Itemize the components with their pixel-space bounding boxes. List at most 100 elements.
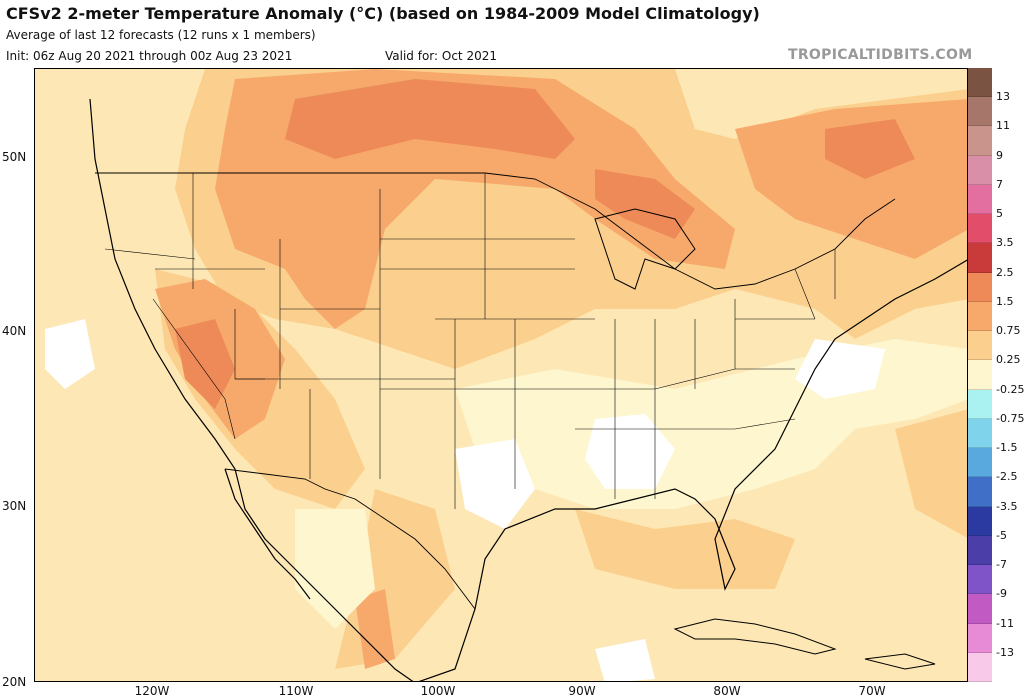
legend-label: 2.5 xyxy=(996,265,1014,279)
legend-color xyxy=(968,360,992,390)
anomaly-region-max xyxy=(825,119,915,179)
anomaly-region-neutral xyxy=(45,319,95,389)
anomaly-region-neutral xyxy=(585,414,675,489)
legend-label: -2.5 xyxy=(996,470,1018,484)
legend-swatch xyxy=(968,389,1024,419)
anomaly-region-mild xyxy=(295,509,375,629)
lon-label-100w: 100W xyxy=(420,684,456,698)
map-subtitle: Average of last 12 forecasts (12 runs x … xyxy=(6,28,316,42)
coastline xyxy=(224,468,311,600)
legend-swatch xyxy=(968,506,1024,536)
legend-swatch xyxy=(968,184,1024,215)
anomaly-region-neutral xyxy=(795,339,885,399)
legend-label: 7 xyxy=(996,177,1003,191)
legend-swatch xyxy=(968,360,1024,390)
legend-label: 13 xyxy=(996,90,1010,104)
anomaly-region-warm xyxy=(895,409,967,538)
legend-color xyxy=(968,155,992,185)
legend-label: -13 xyxy=(996,645,1014,659)
legend-color xyxy=(968,272,992,302)
legend-swatch xyxy=(968,652,1024,682)
legend-swatch xyxy=(968,126,1024,156)
cuba-outline xyxy=(673,618,837,655)
legend-label: 3.5 xyxy=(996,236,1014,250)
legend-label: -7 xyxy=(996,558,1007,572)
legend-label: 0.75 xyxy=(996,324,1021,338)
legend-label: -5 xyxy=(996,528,1007,542)
legend-swatch xyxy=(968,448,1024,478)
coastline xyxy=(89,98,414,681)
legend-color xyxy=(968,535,992,566)
lakes-outline xyxy=(594,208,696,290)
island-outline xyxy=(864,653,936,670)
anomaly-region-neutral xyxy=(595,639,655,681)
anomaly-region-hot xyxy=(735,99,967,259)
legend-color xyxy=(968,477,992,507)
legend-color xyxy=(968,652,992,682)
legend-swatch xyxy=(968,214,1024,244)
legend-color xyxy=(968,389,992,419)
legend-swatch xyxy=(968,155,1024,185)
legend-color xyxy=(968,418,992,449)
legend-swatch xyxy=(968,565,1024,595)
legend-swatch xyxy=(968,477,1024,507)
site-credit: TROPICALTIDBITS.COM xyxy=(788,47,973,63)
legend-swatch xyxy=(968,301,1024,332)
lat-label-20n: 20N xyxy=(2,675,27,689)
lon-label-80w: 80W xyxy=(713,684,741,698)
legend-color xyxy=(968,331,992,361)
legend-swatch xyxy=(968,594,1024,624)
legend-label: -0.25 xyxy=(996,382,1024,396)
legend-color xyxy=(968,506,992,536)
map-title: CFSv2 2-meter Temperature Anomaly (°C) (… xyxy=(6,4,760,23)
legend-color xyxy=(968,68,992,98)
us-canada-border xyxy=(95,172,896,290)
legend-label: -11 xyxy=(996,616,1014,630)
us-mexico-border xyxy=(224,468,476,610)
legend-label: -1.5 xyxy=(996,441,1018,455)
legend-color xyxy=(968,243,992,273)
legend-color xyxy=(968,97,992,127)
anomaly-region-max xyxy=(595,169,695,239)
legend-label: 9 xyxy=(996,148,1003,162)
lat-label-50n: 50N xyxy=(2,150,27,164)
lat-label-40n: 40N xyxy=(2,324,27,338)
anomaly-region-warm xyxy=(575,509,795,589)
legend-color xyxy=(968,623,992,653)
legend-color xyxy=(968,126,992,156)
legend-label: -9 xyxy=(996,587,1007,601)
coastline xyxy=(418,259,967,681)
lon-label-90w: 90W xyxy=(568,684,596,698)
anomaly-field xyxy=(45,69,967,681)
legend-swatch xyxy=(968,535,1024,566)
legend-color xyxy=(968,565,992,595)
legend-swatch xyxy=(968,623,1024,653)
legend-label: -0.75 xyxy=(996,411,1024,425)
anomaly-region-max xyxy=(285,79,575,159)
legend-color xyxy=(968,448,992,478)
legend-label: 1.5 xyxy=(996,294,1014,308)
lon-label-120w: 120W xyxy=(134,684,170,698)
legend-swatch xyxy=(968,97,1024,127)
legend-color xyxy=(968,214,992,244)
anomaly-map xyxy=(34,68,968,682)
legend-label: 0.25 xyxy=(996,353,1021,367)
lat-label-30n: 30N xyxy=(2,499,27,513)
legend-swatch xyxy=(968,272,1024,302)
legend-label: 5 xyxy=(996,207,1003,221)
color-legend: 13 11 9 7 5 3.5 2.5 1.5 0.75 0.25 -0.25 -0.75 -1.5 -2… xyxy=(968,68,1024,682)
legend-label: -3.5 xyxy=(996,499,1018,513)
valid-time: Valid for: Oct 2021 xyxy=(385,49,497,63)
lon-label-110w: 110W xyxy=(278,684,314,698)
legend-swatch xyxy=(968,418,1024,449)
legend-color xyxy=(968,301,992,332)
legend-swatch xyxy=(968,68,1024,98)
legend-label: 11 xyxy=(996,119,1010,133)
init-time: Init: 06z Aug 20 2021 through 00z Aug 23… xyxy=(6,49,293,63)
legend-swatch xyxy=(968,331,1024,361)
lon-label-70w: 70W xyxy=(858,684,886,698)
anomaly-region-max xyxy=(175,319,235,409)
anomaly-region-hot xyxy=(355,589,395,669)
legend-swatch xyxy=(968,243,1024,273)
state-borders xyxy=(104,173,836,509)
